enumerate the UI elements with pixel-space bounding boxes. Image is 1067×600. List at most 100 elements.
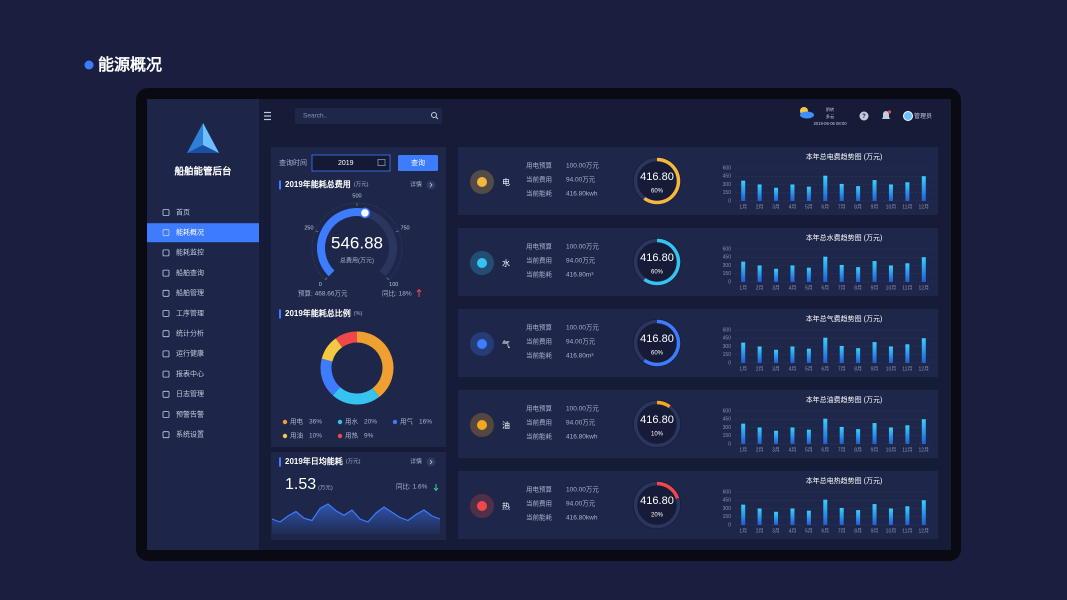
menu-item[interactable]: 报表中心 xyxy=(176,369,204,378)
ring-bg xyxy=(633,400,681,448)
x-tick-label: 6月 xyxy=(821,447,829,453)
energy-icon xyxy=(477,420,487,430)
menu-icon xyxy=(162,411,170,418)
bar xyxy=(790,508,795,525)
menu-item[interactable]: 统计分析 xyxy=(176,329,204,338)
menu-item[interactable]: 船舶管理 xyxy=(176,288,204,297)
gauge-tick-label: 0 xyxy=(319,282,322,288)
x-tick-label: 4月 xyxy=(789,285,797,291)
menu-item[interactable]: 首页 xyxy=(176,207,190,216)
menu-icon xyxy=(162,390,170,398)
x-tick-label: 7月 xyxy=(838,366,846,372)
x-tick-label: 7月 xyxy=(838,447,846,453)
gauge-tick xyxy=(315,230,319,233)
energy-name: 热 xyxy=(502,501,510,511)
info-value: 100.00万元 xyxy=(566,405,599,413)
y-tick-label: 300 xyxy=(723,506,732,512)
detail-link[interactable]: 详情 xyxy=(410,458,422,466)
section-title-text: 2019年能耗总费用 xyxy=(285,179,351,189)
ring-value-text: 416.80 xyxy=(640,252,674,264)
query-button-text[interactable]: 查询 xyxy=(411,158,425,167)
detail-chevron xyxy=(429,459,433,465)
logo-base xyxy=(187,145,219,153)
bar xyxy=(790,184,795,201)
avatar[interactable] xyxy=(903,111,913,121)
ring-value-text: 416.80 xyxy=(640,495,674,507)
bar xyxy=(905,425,910,444)
menu-item[interactable]: 工序管理 xyxy=(176,308,204,317)
gauge-tick xyxy=(324,277,328,281)
query-label: 查询时间 xyxy=(279,158,307,167)
info-label: 当前费用 xyxy=(526,337,552,346)
y-tick-label: 450 xyxy=(723,255,732,261)
query-year[interactable]: 2019 xyxy=(338,160,354,167)
bell-badge xyxy=(887,110,892,114)
year-input[interactable] xyxy=(311,154,391,172)
y-tick-label: 450 xyxy=(723,336,732,342)
x-tick-label: 10月 xyxy=(886,528,897,534)
section-marker xyxy=(279,457,281,467)
ring-percent: 60% xyxy=(651,189,664,195)
bar xyxy=(823,256,828,282)
detail-button[interactable] xyxy=(426,180,436,190)
menu-item[interactable]: 预警告警 xyxy=(176,409,204,418)
bar xyxy=(856,186,861,201)
help-icon[interactable] xyxy=(859,111,869,121)
detail-button[interactable] xyxy=(426,457,436,467)
info-value: 94.00万元 xyxy=(566,419,596,427)
bar xyxy=(757,346,762,363)
search-icon[interactable] xyxy=(431,112,439,120)
info-value: 94.00万元 xyxy=(566,500,596,508)
energy-card xyxy=(458,309,938,377)
section-title: 2019年能耗总比例 (%) xyxy=(285,308,363,318)
user-name[interactable]: 管理员 xyxy=(914,112,932,120)
app-title: 船舶能管后台 xyxy=(174,166,232,178)
detail-link[interactable]: 详情 xyxy=(410,181,422,189)
x-tick-label: 2月 xyxy=(756,528,764,534)
x-tick-label: 5月 xyxy=(805,528,813,534)
menu-item[interactable]: 运行健康 xyxy=(176,349,204,358)
x-tick-label: 6月 xyxy=(821,285,829,291)
x-tick-label: 5月 xyxy=(805,366,813,372)
bar xyxy=(888,265,893,282)
legend-dot xyxy=(337,419,343,425)
bell-icon[interactable] xyxy=(882,111,890,119)
bar xyxy=(872,423,877,444)
weather-text: 多云 xyxy=(826,113,834,120)
bar xyxy=(856,429,861,444)
section-marker xyxy=(279,309,281,319)
info-value: 94.00万元 xyxy=(566,338,596,346)
info-value: 100.00万元 xyxy=(566,243,599,251)
query-button[interactable] xyxy=(398,155,438,171)
search-box[interactable] xyxy=(295,108,442,124)
energy-icon xyxy=(477,258,487,268)
info-label: 当前费用 xyxy=(526,256,552,265)
x-tick-label: 5月 xyxy=(805,285,813,291)
bar xyxy=(774,187,779,201)
donut-segment xyxy=(320,358,341,396)
title-dot xyxy=(84,60,94,70)
info-label: 当前费用 xyxy=(526,175,552,184)
bar xyxy=(757,508,762,525)
menu-item[interactable]: 能耗概况 xyxy=(176,228,204,237)
donut-segment xyxy=(332,386,380,405)
energy-card xyxy=(458,147,938,215)
bar xyxy=(872,504,877,525)
menu-item[interactable]: 系统设置 xyxy=(176,430,204,439)
up-arrow xyxy=(416,288,422,297)
info-value: 416.80kwh xyxy=(566,515,598,522)
menu-item[interactable]: 日志管理 xyxy=(176,389,204,398)
menu-item[interactable]: 能耗监控 xyxy=(176,248,204,257)
search-placeholder[interactable]: Search.. xyxy=(303,113,327,120)
menu-toggle[interactable] xyxy=(264,111,271,121)
bar xyxy=(806,186,811,201)
menu-icon xyxy=(162,350,170,358)
bar xyxy=(856,267,861,282)
y-tick-label: 300 xyxy=(723,425,732,431)
energy-name: 电 xyxy=(502,177,510,187)
menu-item[interactable]: 船舶查询 xyxy=(176,268,204,277)
info-label: 用电预算 xyxy=(526,242,553,251)
legend-name: 用水 xyxy=(345,417,359,426)
info-label: 用电预算 xyxy=(526,485,553,494)
x-tick-label: 7月 xyxy=(838,528,846,534)
